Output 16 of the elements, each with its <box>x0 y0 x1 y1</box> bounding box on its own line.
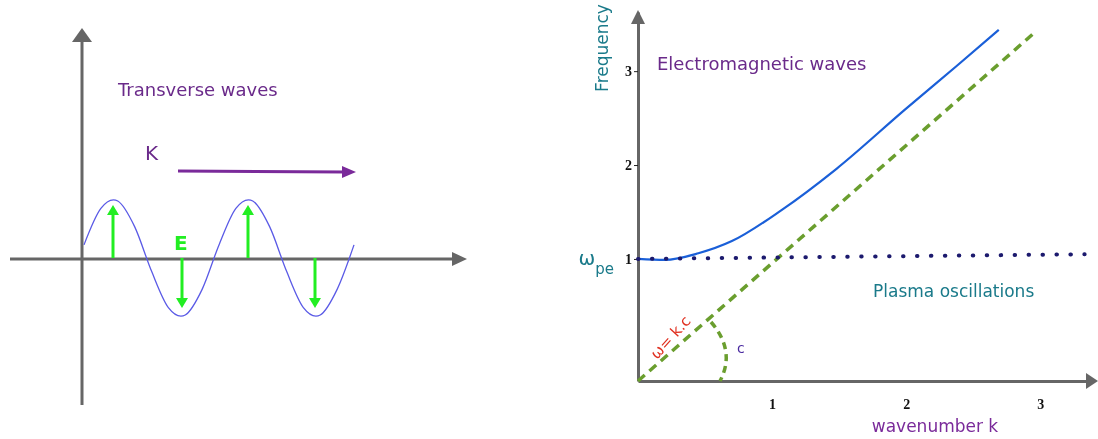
text: K <box>145 141 159 165</box>
x-tick-label: 3 <box>1037 396 1045 412</box>
text: Transverse waves <box>117 79 278 100</box>
annotation: E <box>174 231 188 255</box>
annotation: ω$_{pe}$ <box>578 245 614 278</box>
x-axis-title: wavenumber k <box>871 416 999 436</box>
y-tick-label: 2 <box>625 158 632 174</box>
x-tick-label: 1 <box>769 396 777 412</box>
y-tick-label: 3 <box>625 64 632 80</box>
y-tick-label: 1 <box>625 251 632 267</box>
y-axis-title: Frequency <box>592 4 612 92</box>
annotation: ω= k.c <box>646 312 695 363</box>
annotation: Plasma oscillations <box>873 281 1035 301</box>
annotation: c <box>737 340 745 356</box>
annotation: Electromagnetic waves <box>657 53 867 74</box>
x-tick-label: 2 <box>903 396 911 412</box>
